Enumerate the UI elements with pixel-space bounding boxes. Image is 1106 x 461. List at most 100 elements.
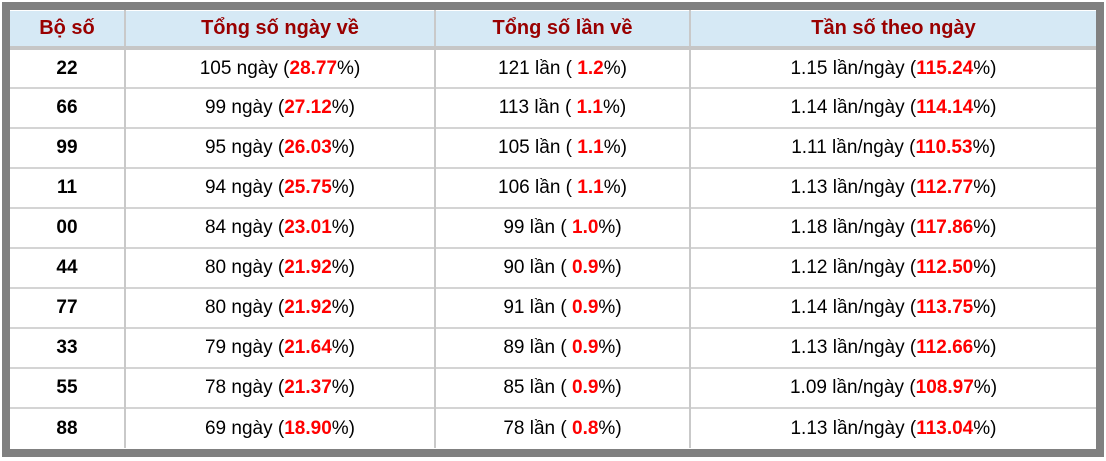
cell-text: 99 lần ( (503, 217, 572, 238)
total-days-cell: 80 ngày (21.92%) (125, 287, 436, 328)
cell-text: %) (331, 257, 355, 278)
frequency-cell: 1.18 lần/ngày (117.86%) (690, 207, 1096, 248)
pair-cell: 88 (10, 407, 126, 448)
pair-cell: 55 (10, 367, 126, 408)
percent-value: 112.66 (916, 337, 974, 358)
percent-value: 26.03 (284, 137, 332, 158)
cell-text: 91 lần ( (503, 297, 572, 318)
header-total-times: Tổng số lần về (435, 10, 691, 50)
pair-cell: 00 (10, 207, 126, 248)
cell-text: 1.11 lần/ngày ( (791, 137, 916, 158)
cell-text: 1.12 lần/ngày ( (790, 257, 917, 278)
table-row: 33 79 ngày (21.64%) 89 lần ( 0.9%) 1.13 lần… (10, 327, 1096, 368)
cell-text: 1.13 lần/ngày ( (790, 337, 917, 358)
cell-text: 69 ngày ( (204, 417, 285, 439)
frequency-cell: 1.11 lần/ngày (110.53%) (690, 127, 1096, 168)
percent-value: 1.1 (577, 177, 604, 198)
total-times-cell: 99 lần ( 1.0%) (435, 207, 691, 248)
cell-text: %) (331, 97, 355, 118)
frequency-cell: 1.14 lần/ngày (113.75%) (690, 287, 1096, 328)
total-times-cell: 121 lần ( 1.2%) (435, 48, 691, 88)
cell-text: %) (603, 57, 627, 79)
cell-text: %) (331, 137, 355, 158)
cell-text: 85 lần ( (503, 377, 572, 398)
cell-text: %) (331, 337, 355, 358)
cell-text: %) (598, 217, 622, 238)
cell-text: %) (331, 177, 355, 198)
cell-text: %) (973, 57, 997, 79)
cell-text: %) (973, 297, 997, 318)
pair-cell: 44 (10, 247, 126, 288)
total-days-cell: 84 ngày (23.01%) (125, 207, 436, 248)
table-row: 88 69 ngày (18.90%) 78 lần ( 0.8%) 1.13 lần… (10, 407, 1096, 448)
pair-cell: 11 (10, 167, 126, 208)
cell-text: %) (331, 297, 355, 318)
table-row: 66 99 ngày (27.12%) 113 lần ( 1.1%) 1.14 lầ… (10, 87, 1096, 128)
pair-cell: 22 (10, 48, 126, 88)
percent-value: 0.8 (572, 417, 599, 439)
cell-text: %) (603, 137, 627, 158)
total-days-cell: 105 ngày (28.77%) (125, 48, 436, 88)
cell-text: %) (972, 137, 996, 158)
frequency-cell: 1.09 lần/ngày (108.97%) (690, 367, 1096, 408)
cell-text: %) (973, 417, 997, 439)
cell-text: 79 ngày ( (204, 337, 285, 358)
cell-text: 78 ngày ( (204, 377, 285, 398)
cell-text: %) (973, 337, 997, 358)
cell-text: %) (603, 97, 627, 118)
cell-text: %) (973, 177, 997, 198)
table-row: 44 80 ngày (21.92%) 90 lần ( 0.9%) 1.12 lần… (10, 247, 1096, 288)
cell-text: 95 ngày ( (204, 137, 285, 158)
percent-value: 112.77 (916, 177, 974, 198)
total-times-cell: 90 lần ( 0.9%) (435, 247, 691, 288)
percent-value: 21.92 (284, 297, 332, 318)
percent-value: 115.24 (916, 57, 974, 79)
table-row: 99 95 ngày (26.03%) 105 lần ( 1.1%) 1.11 lầ… (10, 127, 1096, 168)
percent-value: 110.53 (915, 137, 973, 158)
cell-text: 1.13 lần/ngày ( (790, 177, 917, 198)
cell-text: 105 lần ( (498, 137, 578, 158)
percent-value: 113.04 (916, 417, 974, 439)
table-row: 77 80 ngày (21.92%) 91 lần ( 0.9%) 1.14 lần… (10, 287, 1096, 328)
percent-value: 1.1 (576, 97, 603, 118)
header-frequency-per-day: Tần số theo ngày (690, 10, 1096, 50)
cell-text: 1.13 lần/ngày ( (790, 417, 917, 439)
frequency-cell: 1.13 lần/ngày (112.77%) (690, 167, 1096, 208)
cell-text: 94 ngày ( (204, 177, 285, 198)
cell-text: %) (598, 337, 622, 358)
total-times-cell: 106 lần ( 1.1%) (435, 167, 691, 208)
cell-text: %) (331, 217, 355, 238)
total-days-cell: 94 ngày (25.75%) (125, 167, 436, 208)
total-days-cell: 95 ngày (26.03%) (125, 127, 436, 168)
percent-value: 25.75 (284, 177, 332, 198)
total-times-cell: 85 lần ( 0.9%) (435, 367, 691, 408)
header-row: Bộ số Tổng số ngày về Tổng số lần về Tần… (10, 10, 1096, 50)
pair-cell: 77 (10, 287, 126, 328)
percent-value: 114.14 (916, 97, 974, 118)
total-times-cell: 78 lần ( 0.8%) (435, 407, 691, 448)
percent-value: 18.90 (284, 417, 332, 439)
header-total-days: Tổng số ngày về (125, 10, 436, 50)
percent-value: 0.9 (572, 297, 599, 318)
percent-value: 23.01 (284, 217, 332, 238)
percent-value: 21.92 (284, 257, 332, 278)
cell-text: %) (598, 297, 622, 318)
total-days-cell: 80 ngày (21.92%) (125, 247, 436, 288)
table-row: 11 94 ngày (25.75%) 106 lần ( 1.1%) 1.13 lầ… (10, 167, 1096, 208)
percent-value: 1.0 (572, 217, 599, 238)
frequency-cell: 1.13 lần/ngày (113.04%) (690, 407, 1096, 448)
cell-text: %) (337, 57, 361, 79)
cell-text: 105 ngày ( (199, 57, 290, 79)
cell-text: 1.18 lần/ngày ( (790, 217, 917, 238)
pair-cell: 33 (10, 327, 126, 368)
cell-text: 1.15 lần/ngày ( (790, 57, 917, 79)
frequency-cell: 1.13 lần/ngày (112.66%) (690, 327, 1096, 368)
percent-value: 21.64 (284, 337, 332, 358)
percent-value: 0.9 (572, 337, 599, 358)
frequency-cell: 1.14 lần/ngày (114.14%) (690, 87, 1096, 128)
cell-text: %) (973, 257, 997, 278)
cell-text: 1.14 lần/ngày ( (790, 297, 917, 318)
total-days-cell: 78 ngày (21.37%) (125, 367, 436, 408)
